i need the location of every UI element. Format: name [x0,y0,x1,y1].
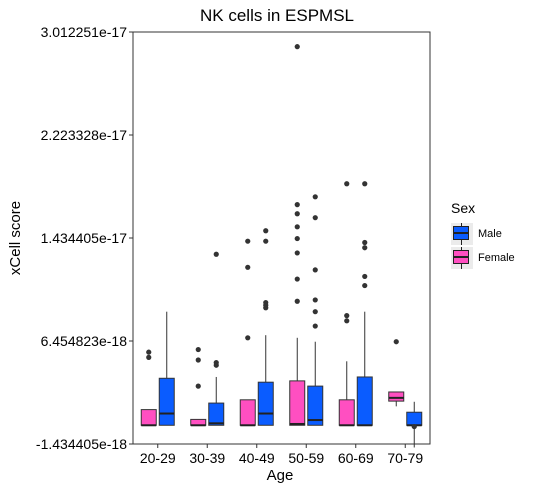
outlier-point [195,357,201,363]
chart-title: NK cells in ESPMSL [200,6,354,25]
outlier-point [146,349,152,355]
outlier-point [245,264,251,270]
box-body [338,399,355,426]
outlier-point [344,313,350,319]
outlier-point [344,318,350,324]
outlier-point [146,354,152,360]
outlier-point [263,228,269,234]
box-female-20-29 [140,349,157,427]
y-tick-label: 2.223328e-17 [41,127,128,143]
outlier-point [294,211,300,217]
outlier-point [294,235,300,242]
outlier-point [362,282,368,289]
outlier-point [213,360,219,366]
y-axis-label: xCell score [7,201,24,275]
outlier-point [245,238,251,244]
box-body [388,391,405,402]
box-body [140,409,157,426]
box-body [158,377,175,426]
y-tick-label: -1.434405e-18 [36,436,127,452]
outlier-point [294,44,300,50]
outlier-point [362,273,368,280]
outlier-point [362,181,368,187]
box-female-30-39 [190,346,207,427]
y-axis: -1.434405e-18 6.454823e-18 1.434405e-17 2.2… [36,24,133,452]
box-body [406,411,423,426]
outlier-point [294,224,300,230]
outlier-point [312,309,318,315]
box-male-40-49 [257,228,274,426]
legend-item-female: Female [451,246,531,270]
legend-title: Sex [451,200,476,216]
x-tick-label: 70-79 [387,450,423,466]
outlier-point [195,383,201,389]
outlier-point [195,346,201,353]
outlier-point [312,194,318,200]
outlier-point [294,298,300,304]
legend-label-female: Female [478,252,515,264]
plot-panel [132,31,431,445]
x-tick-label: 40-49 [239,450,275,466]
y-tick-label: 6.454823e-18 [41,333,128,349]
legend-key-male [451,223,473,245]
box-male-30-39 [208,251,225,426]
legend: Sex Male Female [446,200,531,270]
outlier-point [294,276,300,282]
x-tick-label: 50-59 [288,450,324,466]
box-female-40-49 [239,238,256,427]
x-tick-label: 20-29 [140,450,176,466]
outlier-point [263,238,269,244]
box-female-60-69 [338,181,355,427]
legend-key-female [451,247,473,269]
outlier-point [312,215,318,221]
box-female-70-79 [388,339,405,407]
box-male-20-29 [158,311,175,426]
outlier-point [312,267,318,273]
y-tick-label: 3.012251e-17 [41,24,128,40]
outlier-point [213,251,219,257]
box-male-70-79 [406,401,423,448]
box-body [208,402,225,426]
box-series [140,44,423,448]
outlier-point [263,299,269,306]
outlier-point [344,181,350,187]
box-male-50-59 [307,194,324,426]
legend-label-male: Male [478,228,502,240]
x-axis-label: Age [267,467,294,484]
outlier-point [312,323,318,329]
box-body [257,381,274,426]
outlier-point [245,335,251,341]
outlier-point [294,202,300,208]
outlier-point [294,250,300,256]
x-tick-label: 60-69 [338,450,374,466]
box-body [289,380,306,426]
box-female-50-59 [289,44,306,426]
box-body [307,385,324,426]
outlier-point [393,339,399,345]
outlier-point [411,423,417,430]
y-tick-label: 1.434405e-17 [41,230,128,246]
x-tick-label: 30-39 [189,450,225,466]
x-axis: 20-29 30-39 40-49 50-59 60-69 70-79 [140,444,423,466]
outlier-point [362,239,368,246]
outlier-point [362,245,368,251]
box-body [356,376,373,426]
box-body [239,399,256,426]
box-male-60-69 [356,181,373,427]
legend-item-male: Male [451,222,531,246]
outlier-point [312,297,318,303]
